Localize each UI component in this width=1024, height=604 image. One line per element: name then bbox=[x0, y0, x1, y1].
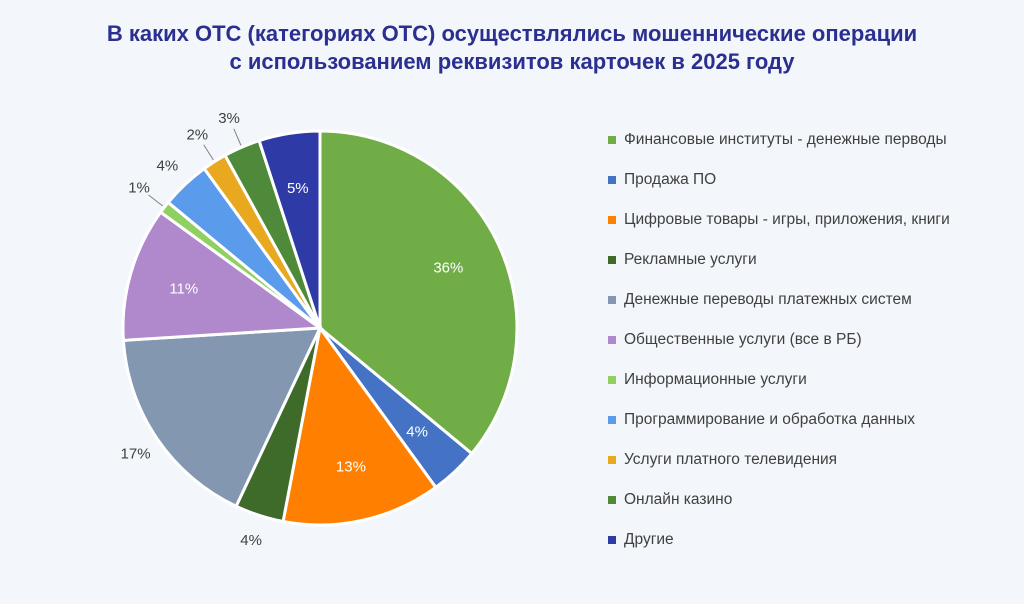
legend-swatch bbox=[608, 136, 616, 144]
legend-item: Программирование и обработка данных bbox=[608, 400, 950, 440]
legend: Финансовые институты - денежные перводы П… bbox=[608, 120, 950, 560]
legend-item: Продажа ПО bbox=[608, 160, 950, 200]
legend-item: Другие bbox=[608, 520, 950, 560]
data-label: 4% bbox=[406, 423, 428, 440]
pie-slice bbox=[121, 210, 325, 342]
legend-swatch bbox=[608, 456, 616, 464]
data-label: 13% bbox=[336, 458, 366, 475]
legend-item: Онлайн казино bbox=[608, 480, 950, 520]
leader-line bbox=[203, 144, 214, 161]
legend-item: Финансовые институты - денежные перводы bbox=[608, 120, 950, 160]
legend-label: Информационные услуги bbox=[624, 371, 807, 388]
legend-swatch bbox=[608, 256, 616, 264]
legend-label: Рекламные услуги bbox=[624, 251, 757, 268]
legend-label: Услуги платного телевидения bbox=[624, 451, 838, 468]
legend-label: Денежные переводы платежных систем bbox=[624, 291, 912, 308]
leader-line bbox=[233, 128, 242, 146]
legend-label: Продажа ПО bbox=[624, 171, 717, 188]
data-label: 4% bbox=[240, 532, 262, 549]
legend-label: Онлайн казино bbox=[624, 491, 733, 508]
legend-swatch bbox=[608, 536, 616, 544]
data-label: 17% bbox=[121, 445, 151, 462]
data-label: 11% bbox=[169, 280, 198, 297]
data-label: 2% bbox=[186, 127, 208, 144]
pie-slice bbox=[121, 326, 323, 509]
data-label: 36% bbox=[433, 260, 463, 277]
legend-label: Финансовые институты - денежные перводы bbox=[624, 131, 947, 148]
legend-item: Рекламные услуги bbox=[608, 240, 950, 280]
legend-item: Информационные услуги bbox=[608, 360, 950, 400]
data-label: 4% bbox=[157, 157, 179, 174]
legend-label: Цифровые товары - игры, приложения, книг… bbox=[624, 211, 950, 228]
legend-swatch bbox=[608, 176, 616, 184]
legend-swatch bbox=[608, 216, 616, 224]
legend-swatch bbox=[608, 416, 616, 424]
chart-title: В каких ОТС (категориях ОТС) осуществлял… bbox=[0, 20, 1024, 76]
legend-item: Общественные услуги (все в РБ) bbox=[608, 320, 950, 360]
legend-swatch bbox=[608, 376, 616, 384]
legend-swatch bbox=[608, 496, 616, 504]
pie-slice bbox=[281, 324, 438, 527]
legend-label: Общественные услуги (все в РБ) bbox=[624, 331, 862, 348]
data-label: 3% bbox=[218, 110, 240, 127]
legend-label: Программирование и обработка данных bbox=[624, 411, 915, 428]
legend-item: Денежные переводы платежных систем bbox=[608, 280, 950, 320]
pie-slice bbox=[318, 129, 519, 456]
legend-swatch bbox=[608, 336, 616, 344]
legend-label: Другие bbox=[624, 531, 674, 548]
data-label: 5% bbox=[287, 180, 309, 197]
chart-title-line-1: В каких ОТС (категориях ОТС) осуществлял… bbox=[106, 21, 918, 46]
legend-item: Услуги платного телевидения bbox=[608, 440, 950, 480]
leader-line bbox=[148, 194, 164, 207]
legend-item: Цифровые товары - игры, приложения, книг… bbox=[608, 200, 950, 240]
chart-title-line-2: с использованием реквизитов карточек в 2… bbox=[229, 49, 795, 74]
pie-slice bbox=[257, 129, 322, 329]
legend-swatch bbox=[608, 296, 616, 304]
data-label: 1% bbox=[128, 180, 150, 197]
